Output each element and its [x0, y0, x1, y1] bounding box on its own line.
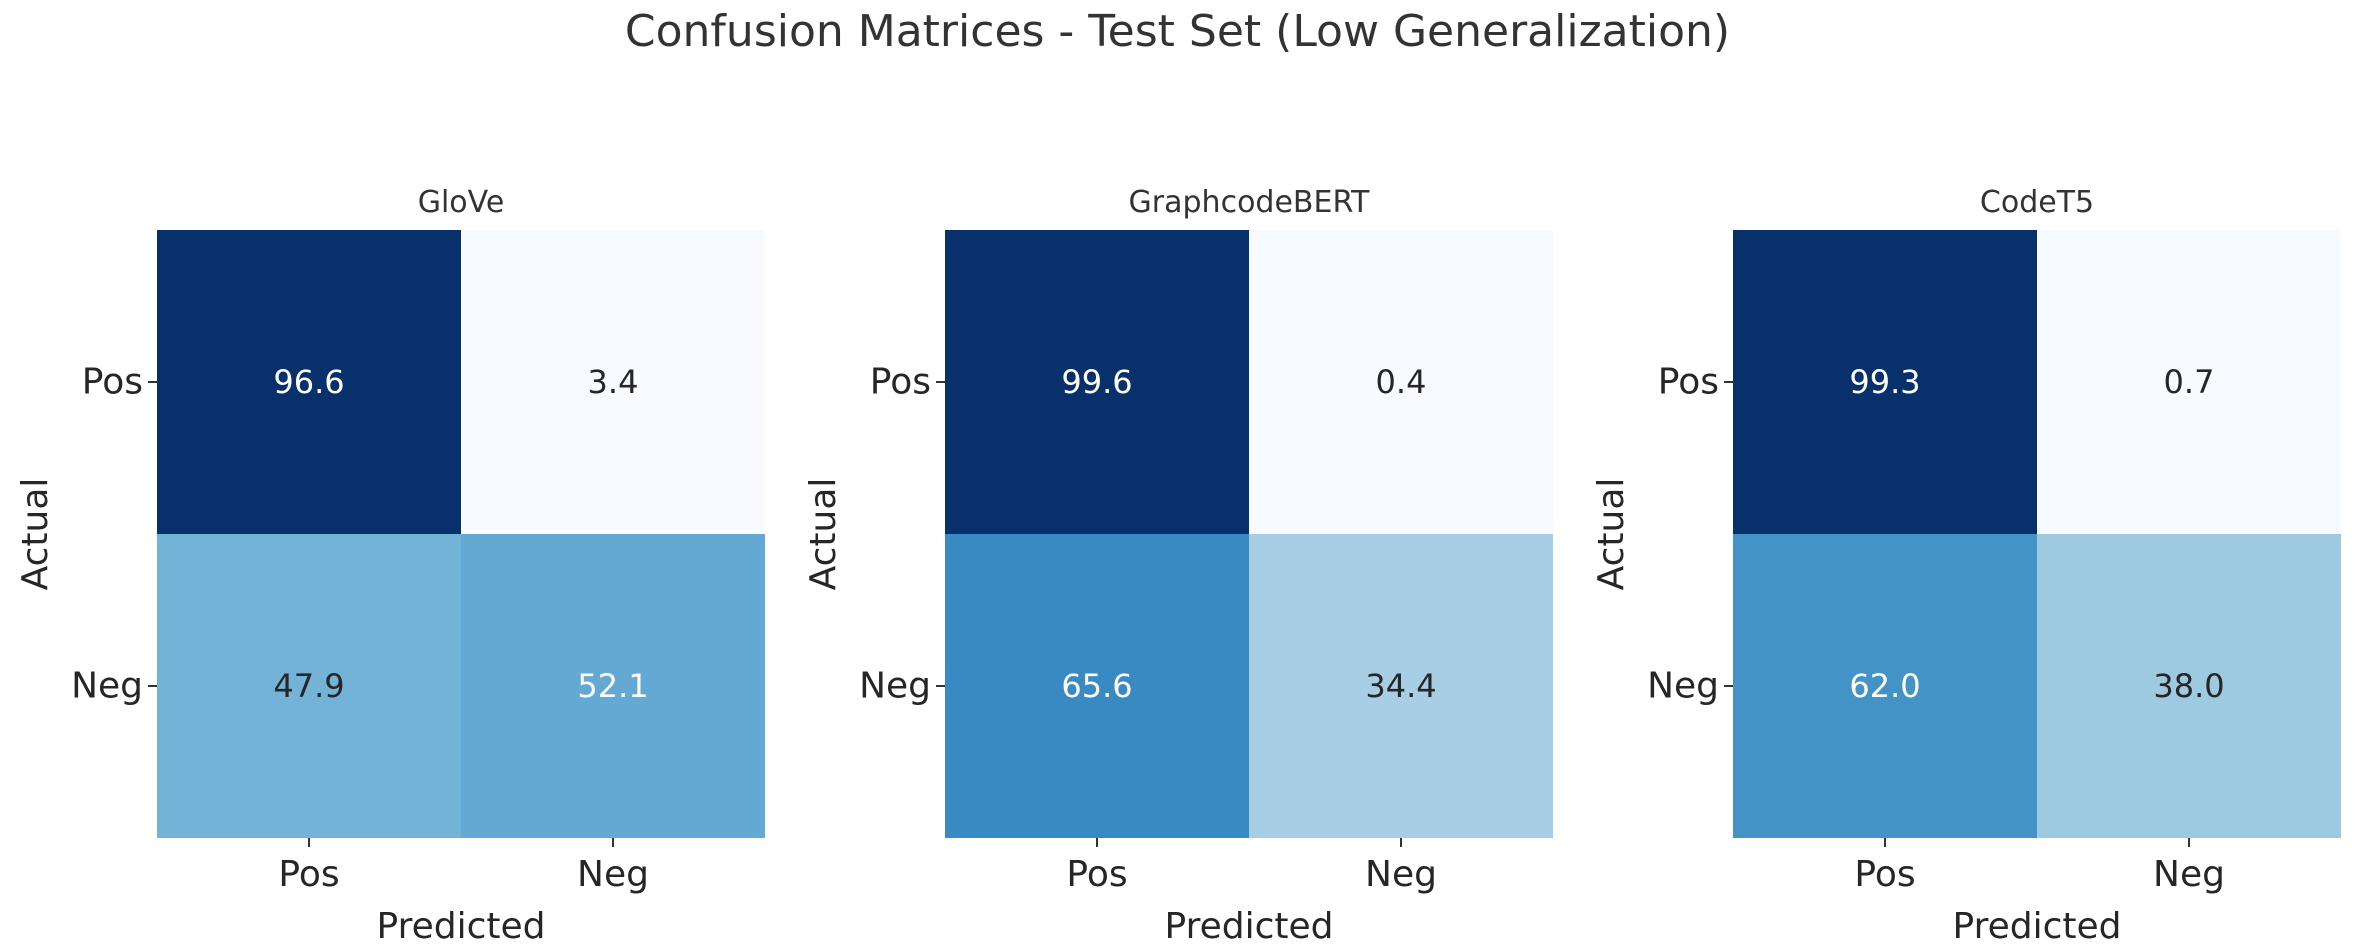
subplot-title: GloVe	[418, 185, 505, 220]
x-tick-label: Neg	[1365, 854, 1437, 895]
heatmap-panel-1: 96.6 3.4 47.9 52.1 GloVe Pos Neg Pos Neg Predicte…	[15, 185, 765, 947]
heatmap-panel-3: 99.3 0.7 62.0 38.0 CodeT5 Pos Neg Pos Neg Predict…	[1591, 185, 2341, 947]
cell-value-label: 52.1	[577, 667, 648, 705]
x-tick-label: Neg	[2153, 854, 2225, 895]
x-axis-label: Predicted	[1165, 906, 1334, 947]
y-tick-label: Neg	[859, 666, 931, 707]
heatmap-cell	[945, 534, 1249, 838]
heatmap-cell	[1733, 534, 2037, 838]
heatmap-cell	[157, 534, 461, 838]
x-axis-label: Predicted	[1953, 906, 2122, 947]
cell-value-label: 99.3	[1849, 363, 1920, 401]
y-axis-label: Actual	[803, 478, 844, 591]
y-tick-label: Neg	[1647, 666, 1719, 707]
heatmap-cell	[2037, 230, 2341, 534]
cell-value-label: 0.4	[1376, 363, 1427, 401]
cell-value-label: 3.4	[588, 363, 639, 401]
heatmap-cell	[2037, 534, 2341, 838]
x-tick-label: Neg	[577, 854, 649, 895]
cell-value-label: 34.4	[1365, 667, 1436, 705]
y-tick-label: Pos	[82, 362, 143, 403]
heatmap-cell	[1249, 230, 1553, 534]
y-axis-label: Actual	[1591, 478, 1632, 591]
heatmap-panel-2: 99.6 0.4 65.6 34.4 GraphcodeBERT Pos Neg Pos Neg…	[803, 185, 1553, 947]
subplot-title: GraphcodeBERT	[1129, 185, 1371, 220]
y-tick-label: Pos	[1658, 362, 1719, 403]
x-tick-label: Pos	[278, 854, 339, 895]
y-tick-label: Neg	[71, 666, 143, 707]
x-tick-label: Pos	[1854, 854, 1915, 895]
cell-value-label: 99.6	[1061, 363, 1132, 401]
cell-value-label: 38.0	[2153, 667, 2224, 705]
cell-value-label: 47.9	[273, 667, 344, 705]
heatmap-cell	[461, 534, 765, 838]
subplot-title: CodeT5	[1980, 185, 2094, 220]
cell-value-label: 0.7	[2164, 363, 2215, 401]
x-axis-label: Predicted	[377, 906, 546, 947]
heatmap-cell	[157, 230, 461, 534]
heatmap-cell	[1249, 534, 1553, 838]
heatmap-cell	[945, 230, 1249, 534]
cell-value-label: 65.6	[1061, 667, 1132, 705]
heatmap-cell	[461, 230, 765, 534]
figure-title: Confusion Matrices - Test Set (Low Gener…	[624, 6, 1731, 57]
y-axis-label: Actual	[15, 478, 56, 591]
cell-value-label: 96.6	[273, 363, 344, 401]
x-tick-label: Pos	[1066, 854, 1127, 895]
heatmap-cell	[1733, 230, 2037, 534]
cell-value-label: 62.0	[1849, 667, 1920, 705]
y-tick-label: Pos	[870, 362, 931, 403]
